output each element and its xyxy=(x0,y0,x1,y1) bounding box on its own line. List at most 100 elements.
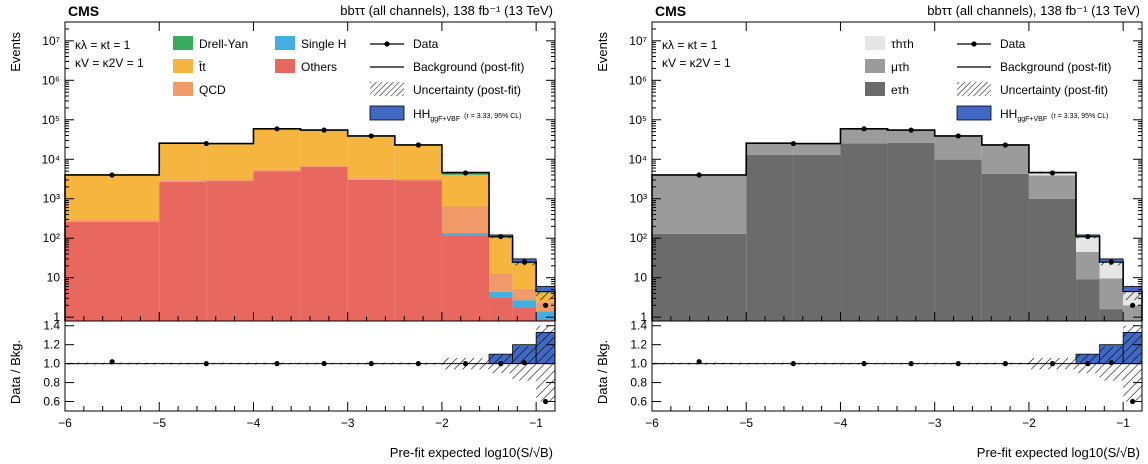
legend-data-marker xyxy=(971,41,977,47)
stack-bar xyxy=(1028,175,1077,199)
data-point xyxy=(368,133,374,139)
stack-bar xyxy=(793,154,841,321)
legend-label: Single H xyxy=(301,37,346,51)
stack-bar xyxy=(253,169,301,172)
ratio-point xyxy=(498,361,504,367)
legend-label: Data xyxy=(413,37,439,51)
x-tick-label: −6 xyxy=(645,416,659,430)
legend-label: QCD xyxy=(199,83,226,97)
x-tick-label: −2 xyxy=(1022,416,1036,430)
legend-signal-subscript: ggF+VBF xyxy=(430,116,460,123)
data-point xyxy=(521,259,527,265)
ratio-point xyxy=(321,361,327,367)
stack-bar xyxy=(489,297,513,321)
legend-label: μτh xyxy=(891,60,909,74)
stack-bar xyxy=(1099,278,1124,310)
stack-bar xyxy=(159,180,207,182)
stack-bar xyxy=(746,154,794,321)
y-tick-label: 10⁵ xyxy=(42,113,60,127)
stack-bar xyxy=(441,206,490,234)
stack-bar xyxy=(441,235,490,321)
legend-uncertainty-swatch xyxy=(370,82,404,96)
legend-label: HHggF+VBF (r = 3.33, 95% CL) xyxy=(413,107,522,123)
stack-bar xyxy=(1076,251,1100,280)
coupling-label: κλ = κt = 1 xyxy=(75,38,131,52)
stack-bar xyxy=(840,143,888,321)
data-point xyxy=(274,126,280,132)
ratio-point xyxy=(1002,361,1008,367)
stack-bar xyxy=(347,136,395,179)
stack-bar xyxy=(394,180,442,321)
stack-bar xyxy=(206,181,254,321)
stack-bar xyxy=(887,142,935,321)
y-tick-label: 1 xyxy=(640,310,647,324)
data-point xyxy=(321,127,327,133)
stack-bar xyxy=(347,179,395,321)
data-point xyxy=(861,126,867,132)
y-tick-label: 10⁵ xyxy=(629,113,647,127)
stack-bar xyxy=(1099,309,1124,321)
stack-bar xyxy=(489,237,513,275)
data-point xyxy=(203,140,209,147)
stack-bar xyxy=(253,129,301,170)
legend-swatch xyxy=(173,59,193,73)
coupling-label: κV = κ2V = 1 xyxy=(75,56,144,70)
data-point xyxy=(498,233,504,240)
ratio-point xyxy=(696,359,702,365)
left-panel: −6 −5 −4 −3 −2 −1 1 10 10² 10³ 10⁴ 10⁵ 10⁶ 10⁷ 0.6 0.8 1… xyxy=(8,3,556,460)
y-axis-label: Events xyxy=(595,32,610,72)
y-tick-label: 10 xyxy=(634,271,648,285)
legend-swatch xyxy=(865,36,885,50)
legend-label: Uncertainty (post-fit) xyxy=(413,83,521,97)
coupling-label: κV = κ2V = 1 xyxy=(662,56,731,70)
data-point xyxy=(1049,170,1056,176)
y-tick-label: 10³ xyxy=(43,192,60,206)
legend-label: HHggF+VBF (r = 3.33, 95% CL) xyxy=(1000,107,1109,123)
ratio-point xyxy=(1108,360,1114,366)
legend-swatch xyxy=(173,82,193,96)
stack-bar xyxy=(981,144,1029,174)
ratio-y-tick-label: 1.0 xyxy=(43,357,60,371)
legend-swatch xyxy=(275,36,295,50)
header-label: bbττ (all channels), 138 fb⁻¹ (13 TeV) xyxy=(340,3,553,18)
ratio-y-axis-label: Data / Bkg. xyxy=(595,340,610,404)
stack-bar xyxy=(300,130,348,166)
ratio-point xyxy=(542,398,549,405)
x-tick-label: −2 xyxy=(435,416,449,430)
stack-bar xyxy=(1028,198,1077,321)
stack-bar xyxy=(746,143,794,155)
stack-bar xyxy=(65,221,160,321)
stack-bar xyxy=(512,300,537,308)
y-tick-label: 10 xyxy=(47,271,61,285)
data-point xyxy=(955,133,961,139)
ratio-point xyxy=(790,361,796,367)
stack-bar xyxy=(441,174,490,207)
legend-signal-subscript: ggF+VBF xyxy=(1017,116,1047,123)
ratio-y-tick-label: 1.4 xyxy=(43,319,60,333)
stack-bar xyxy=(512,263,537,289)
stack-bar xyxy=(536,311,555,319)
ratio-point xyxy=(1085,361,1091,367)
data-point xyxy=(908,127,914,133)
stack-bar xyxy=(394,145,442,180)
legend-swatch xyxy=(275,59,295,73)
x-tick-label: −3 xyxy=(341,416,355,430)
ratio-point xyxy=(368,361,374,367)
legend-label: τhτh xyxy=(891,37,914,51)
signal-bar xyxy=(535,286,556,292)
ratio-y-tick-label: 0.8 xyxy=(630,376,647,390)
legend-signal-swatch xyxy=(956,105,992,121)
ratio-point xyxy=(1129,398,1136,405)
data-point xyxy=(462,170,469,176)
stack-bar xyxy=(1076,279,1100,321)
ratio-y-tick-label: 0.8 xyxy=(43,376,60,390)
y-tick-label: 1 xyxy=(53,310,60,324)
legend-signal-note: (r = 3.33, 95% CL) xyxy=(464,113,521,120)
y-axis-label: Events xyxy=(8,32,23,72)
x-axis-label: Pre-fit expected log10(S/√B) xyxy=(977,445,1140,460)
x-tick-label: −4 xyxy=(247,416,261,430)
experiment-label: CMS xyxy=(68,3,99,19)
right-panel: −6 −5 −4 −3 −2 −1 1 10 10² 10³ 10⁴ 10⁵ 10⁶ 10⁷ 0.6 0.8 1… xyxy=(595,3,1143,460)
ratio-point xyxy=(415,361,421,367)
y-tick-label: 10⁶ xyxy=(42,73,60,87)
